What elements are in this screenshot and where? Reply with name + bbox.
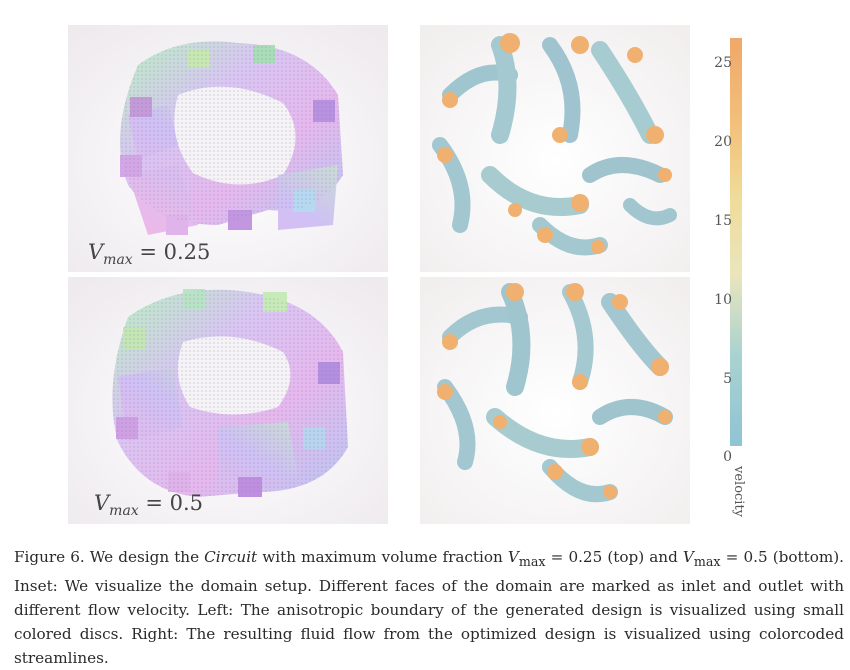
colorbar-title: velocity <box>731 466 746 518</box>
colorbar-tick: 0 <box>723 449 732 465</box>
circuit-discs-bottom-image <box>68 277 388 524</box>
colorbar-tick: 15 <box>714 213 732 229</box>
streamlines-top-image <box>420 25 690 272</box>
figure-caption: Figure 6. We design the Circuit with max… <box>14 548 844 668</box>
circuit-discs-top-image <box>68 25 388 272</box>
colorbar-tick: 5 <box>723 371 732 387</box>
vmax-label-top: Vmax = 0.25 <box>88 240 211 268</box>
streamlines-bottom-image <box>420 277 690 524</box>
colorbar-tick: 20 <box>714 134 732 150</box>
vmax-label-bottom: Vmax = 0.5 <box>94 491 204 519</box>
colorbar-tick: 25 <box>714 55 732 71</box>
colorbar-tick: 10 <box>714 292 732 308</box>
velocity-colorbar <box>730 38 742 446</box>
